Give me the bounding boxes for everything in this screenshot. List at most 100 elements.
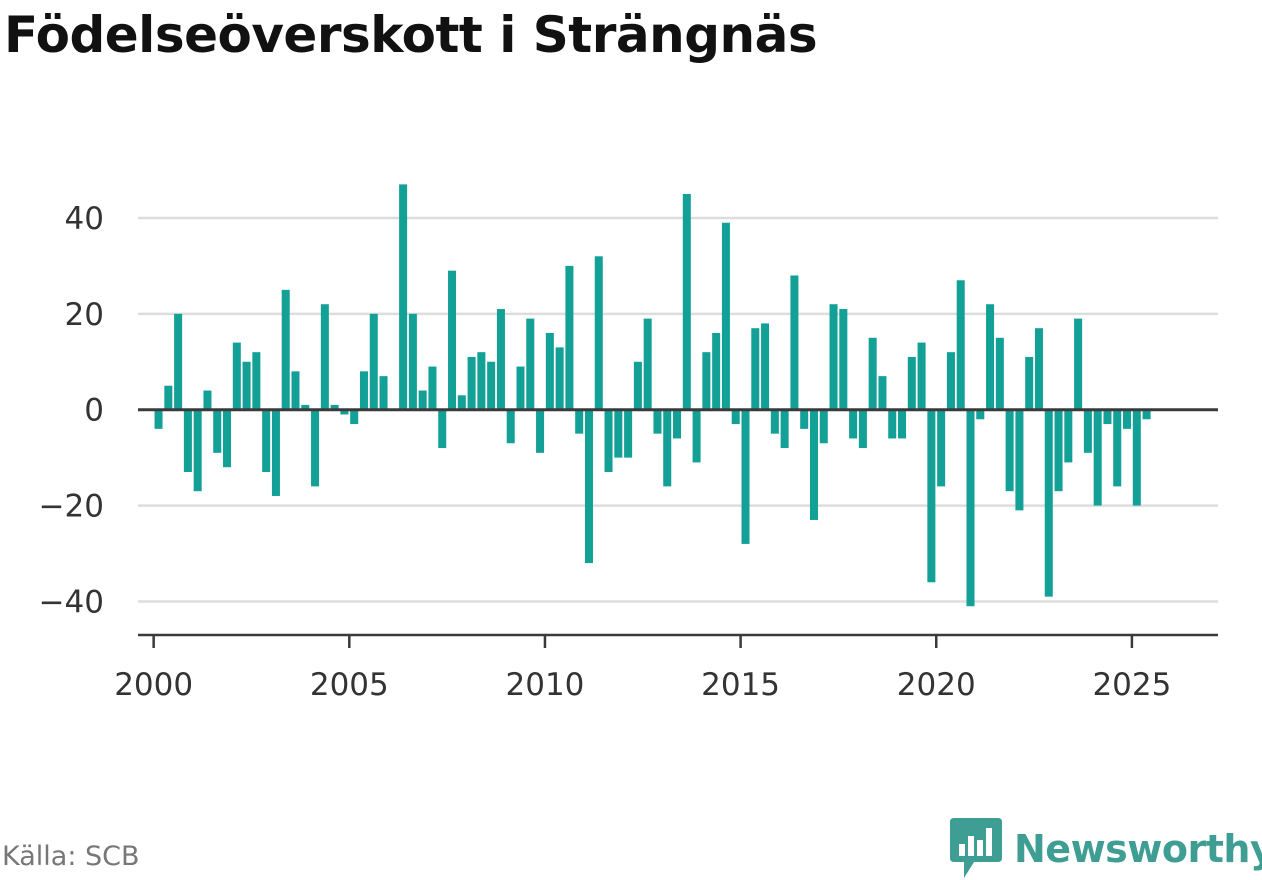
bar xyxy=(878,376,887,410)
bar xyxy=(682,193,691,410)
bar xyxy=(849,409,858,439)
bar xyxy=(956,280,965,410)
bar xyxy=(829,304,838,410)
bar xyxy=(995,337,1004,410)
bar xyxy=(575,409,584,434)
bar xyxy=(477,352,486,410)
bar xyxy=(761,323,770,410)
bar xyxy=(1054,409,1063,492)
x-axis-tick-labels: 2000 2005 2010 2015 2020 2025 xyxy=(114,667,1171,703)
bar xyxy=(741,409,750,544)
bar xyxy=(858,409,867,449)
bar xyxy=(624,409,633,458)
bar xyxy=(604,409,613,473)
bar xyxy=(721,222,730,410)
bar xyxy=(986,304,995,410)
brand-logo: Newsworthy xyxy=(950,818,1262,880)
bar xyxy=(937,409,946,487)
bar xyxy=(330,404,339,410)
bar xyxy=(1113,409,1122,487)
bar xyxy=(1015,409,1024,511)
bar xyxy=(692,409,701,463)
bar xyxy=(633,361,642,410)
bar xyxy=(193,409,202,492)
bar xyxy=(780,409,789,449)
chart-title: Födelseöverskott i Strängnäs xyxy=(4,6,818,64)
bar xyxy=(1103,409,1112,425)
y-tick-label: 20 xyxy=(65,297,104,333)
y-axis-tick-labels: −40 −20 0 20 40 xyxy=(39,201,104,621)
bar xyxy=(1044,409,1053,597)
bar xyxy=(614,409,623,458)
bar xyxy=(457,395,466,410)
bar xyxy=(262,409,271,473)
bar xyxy=(839,309,848,410)
bar xyxy=(399,184,408,410)
bar xyxy=(408,313,417,410)
bar xyxy=(311,409,320,487)
bar xyxy=(281,289,290,410)
bar xyxy=(291,371,300,410)
bar xyxy=(565,265,574,410)
bar xyxy=(203,390,212,410)
bar xyxy=(1025,356,1034,410)
bar xyxy=(174,313,183,410)
bar xyxy=(418,390,427,410)
bar xyxy=(702,352,711,410)
bar xyxy=(712,332,721,410)
bar xyxy=(1034,328,1043,410)
bar xyxy=(438,409,447,449)
bar xyxy=(809,409,818,520)
bar xyxy=(154,409,163,429)
bar xyxy=(545,332,554,410)
bar xyxy=(927,409,936,583)
bar xyxy=(183,409,192,473)
bar xyxy=(379,376,388,410)
bar xyxy=(663,409,672,487)
bar-chart-speech-bubble-icon xyxy=(950,818,1002,878)
source-note: Källa: SCB xyxy=(2,841,140,872)
bar xyxy=(898,409,907,439)
bar xyxy=(516,366,525,410)
bar xyxy=(232,342,241,410)
bar xyxy=(751,328,760,410)
bar xyxy=(526,318,535,410)
bar xyxy=(907,356,916,410)
bar xyxy=(555,347,564,410)
bar xyxy=(536,409,545,453)
y-tick-label: −20 xyxy=(39,489,104,525)
bar xyxy=(594,256,603,410)
bar xyxy=(731,409,740,425)
bar xyxy=(506,409,515,444)
bar xyxy=(340,409,349,415)
bar xyxy=(976,409,985,420)
brand-name: Newsworthy xyxy=(1014,827,1262,871)
bar xyxy=(301,404,310,410)
bar xyxy=(271,409,280,496)
bar xyxy=(369,313,378,410)
bar-chart: −40 −20 0 20 40 2000 2005 2010 2015 2020 2025 xyxy=(39,184,1218,703)
bar xyxy=(584,409,593,564)
bar xyxy=(917,342,926,410)
bars xyxy=(154,184,1151,607)
bar xyxy=(946,352,955,410)
y-tick-label: −40 xyxy=(39,584,104,620)
bar xyxy=(359,371,368,410)
bar xyxy=(1005,409,1014,492)
bar xyxy=(643,318,652,410)
bar xyxy=(252,352,261,410)
bar xyxy=(448,270,457,410)
grid-lines xyxy=(138,216,1218,603)
x-tick-label: 2015 xyxy=(701,667,780,703)
bar xyxy=(1093,409,1102,506)
x-tick-label: 2000 xyxy=(114,667,193,703)
y-tick-label: 40 xyxy=(65,201,104,237)
bar xyxy=(242,361,251,410)
bar xyxy=(350,409,359,425)
bar xyxy=(868,337,877,410)
bar xyxy=(164,385,173,410)
bar xyxy=(213,409,222,453)
bar xyxy=(223,409,232,468)
bar xyxy=(819,409,828,444)
y-tick-label: 0 xyxy=(84,393,104,429)
